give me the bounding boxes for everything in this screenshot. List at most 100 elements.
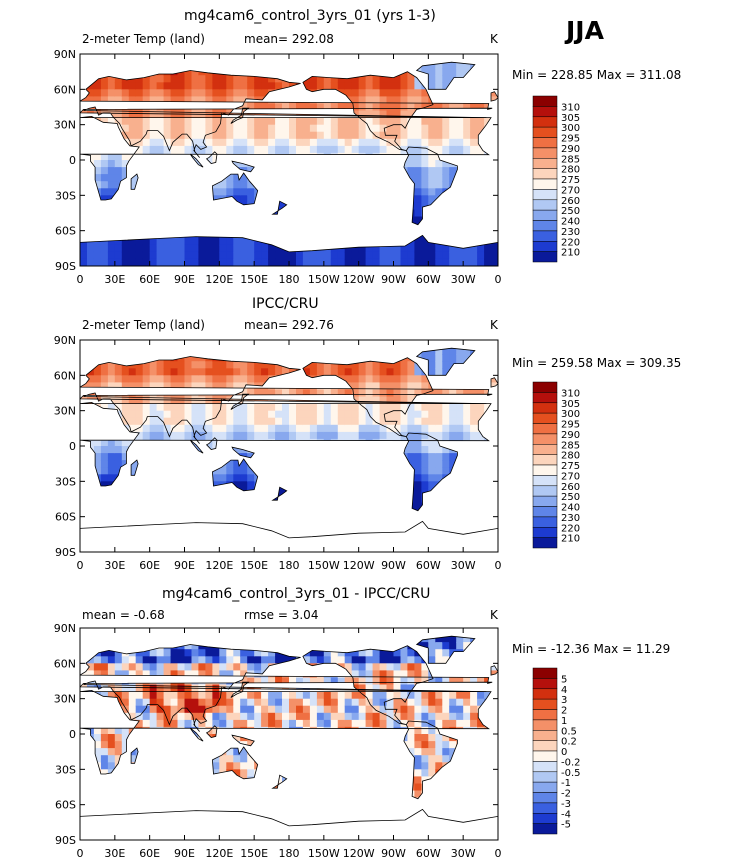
x-label-0: 0 — [77, 847, 84, 860]
colorbar-label-4: 290 — [561, 430, 580, 441]
panel3-mean-label: mean = -0.68 — [82, 608, 165, 622]
panel2-title: IPCC/CRU — [252, 296, 319, 312]
colorbar-label-0: 5 — [561, 674, 567, 685]
y-label-30S: 30S — [55, 189, 76, 202]
colorbar-label-8: 270 — [561, 471, 580, 482]
colorbar-label-8: 270 — [561, 185, 580, 196]
y-label-90S: 90S — [55, 260, 76, 273]
colorbar-label-7: 0 — [561, 747, 567, 758]
colorbar-box-3 — [533, 699, 557, 709]
x-label-3: 90E — [174, 847, 195, 860]
colorbar-label-11: 240 — [561, 503, 580, 514]
y-label-60N: 60N — [54, 83, 76, 96]
colorbar-label-12: 230 — [561, 513, 580, 524]
x-label-11: 30W — [451, 847, 476, 860]
x-label-5: 150E — [240, 273, 268, 286]
x-label-9: 90W — [381, 847, 406, 860]
x-label-0: 0 — [77, 273, 84, 286]
x-label-9: 90W — [381, 273, 406, 286]
x-label-6: 180 — [279, 847, 300, 860]
colorbar-label-6: 280 — [561, 451, 580, 462]
x-label-1: 30E — [104, 847, 125, 860]
x-label-4: 120E — [205, 847, 233, 860]
colorbar-box-7 — [533, 455, 557, 465]
colorbar-label-14: 210 — [561, 534, 580, 545]
colorbar-box-5 — [533, 720, 557, 730]
panel1-mean-label: mean= 292.08 — [244, 32, 334, 46]
colorbar-box-6 — [533, 444, 557, 454]
colorbar-box-8 — [533, 465, 557, 475]
colorbar-box-2 — [533, 403, 557, 413]
y-label-0: 0 — [69, 728, 76, 741]
colorbar-label-3: 295 — [561, 134, 580, 145]
x-label-1: 30E — [104, 559, 125, 572]
x-label-6: 180 — [279, 273, 300, 286]
colorbar-box-5 — [533, 148, 557, 158]
colorbar-box-12 — [533, 793, 557, 803]
colorbar-box-8 — [533, 179, 557, 189]
colorbar-box-15 — [533, 538, 557, 548]
colorbar-label-0: 310 — [561, 388, 580, 399]
colorbar-box-9 — [533, 189, 557, 199]
colorbar-box-9 — [533, 761, 557, 771]
y-label-30N: 30N — [54, 405, 76, 418]
colorbar-label-7: 275 — [561, 461, 580, 472]
colorbar-box-0 — [533, 96, 557, 106]
colorbar-label-3: 2 — [561, 706, 567, 717]
colorbar-box-11 — [533, 496, 557, 506]
x-label-7: 150W — [308, 847, 340, 860]
x-label-0: 0 — [77, 559, 84, 572]
colorbar-box-7 — [533, 741, 557, 751]
y-label-60N: 60N — [54, 369, 76, 382]
colorbar-box-7 — [533, 169, 557, 179]
colorbar-box-10 — [533, 772, 557, 782]
colorbar-box-5 — [533, 434, 557, 444]
colorbar-label-14: 210 — [561, 248, 580, 259]
x-label-10: 60W — [416, 273, 441, 286]
x-label-1: 30E — [104, 273, 125, 286]
panel1-units-label: K — [490, 32, 498, 46]
y-label-0: 0 — [69, 440, 76, 453]
colorbar-box-4 — [533, 138, 557, 148]
panel3-rmse-label: rmse = 3.04 — [244, 608, 318, 622]
x-label-11: 30W — [451, 559, 476, 572]
colorbar-box-12 — [533, 221, 557, 231]
x-label-9: 90W — [381, 559, 406, 572]
panel3-units-label: K — [490, 608, 498, 622]
panel2-mean-label: mean= 292.76 — [244, 318, 334, 332]
colorbar-label-2: 3 — [561, 695, 567, 706]
x-label-5: 150E — [240, 559, 268, 572]
colorbar-box-6 — [533, 730, 557, 740]
x-label-2: 60E — [139, 559, 160, 572]
y-label-90N: 90N — [54, 622, 76, 635]
colorbar-box-1 — [533, 678, 557, 688]
colorbar-box-12 — [533, 507, 557, 517]
panel2-units-label: K — [490, 318, 498, 332]
colorbar-box-14 — [533, 241, 557, 251]
colorbar-box-4 — [533, 424, 557, 434]
colorbar-label-7: 275 — [561, 175, 580, 186]
colorbar-box-11 — [533, 782, 557, 792]
colorbar-label-10: -1 — [561, 778, 571, 789]
y-label-90N: 90N — [54, 48, 76, 61]
colorbar-box-13 — [533, 231, 557, 241]
x-label-12: 0 — [495, 273, 502, 286]
colorbar-box-1 — [533, 106, 557, 116]
y-label-60N: 60N — [54, 657, 76, 670]
colorbar-label-2: 300 — [561, 409, 580, 420]
x-label-2: 60E — [139, 847, 160, 860]
colorbar-box-14 — [533, 813, 557, 823]
colorbar-box-13 — [533, 803, 557, 813]
panel1-variable-label: 2-meter Temp (land) — [82, 32, 205, 46]
colorbar-box-1 — [533, 392, 557, 402]
colorbar-box-9 — [533, 475, 557, 485]
y-label-30S: 30S — [55, 763, 76, 776]
x-label-8: 120W — [343, 273, 375, 286]
colorbar-box-0 — [533, 382, 557, 392]
x-label-12: 0 — [495, 847, 502, 860]
season-label: JJA — [566, 16, 604, 45]
